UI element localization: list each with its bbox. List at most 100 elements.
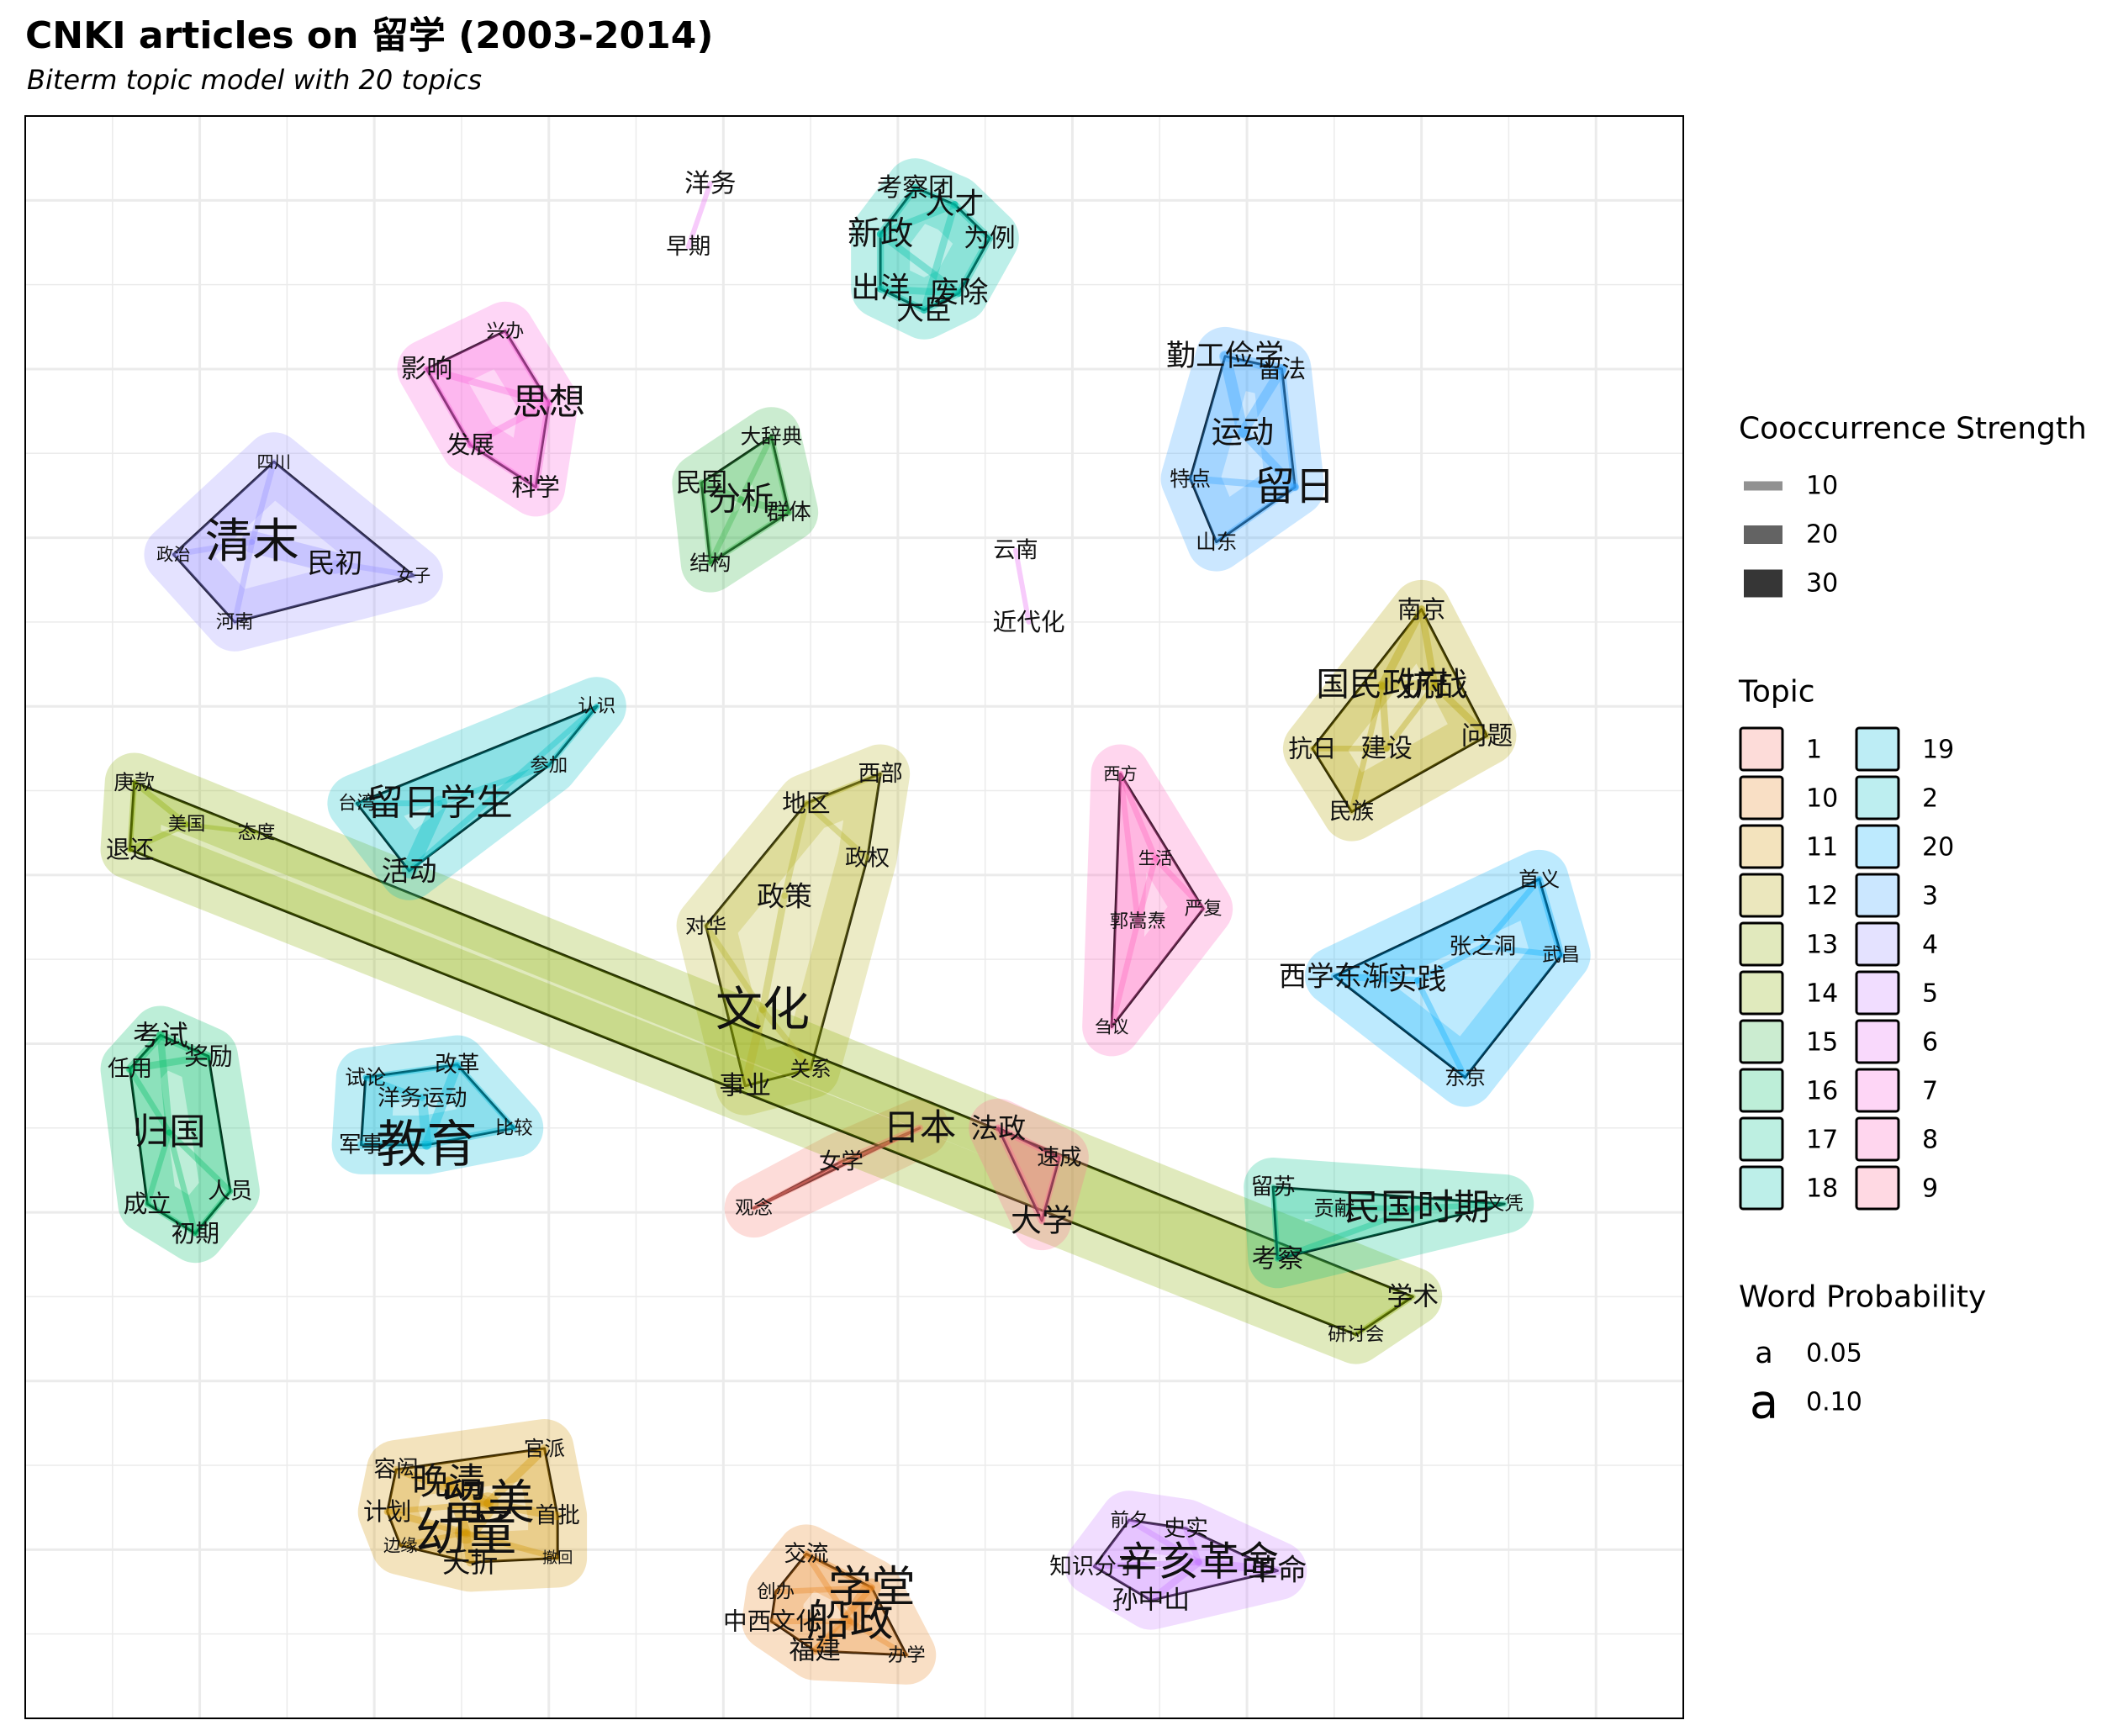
word-label: 抗日 — [1288, 734, 1336, 762]
word-label: 严复 — [1185, 898, 1223, 920]
edge-7-发展-科学 — [467, 441, 539, 490]
topic-hull-15 — [700, 435, 790, 565]
edge-10-船政-福建 — [811, 1617, 854, 1655]
edge-15-分析-民国 — [698, 479, 745, 504]
word-label: 早期 — [666, 234, 710, 260]
edge-10-学堂-创办 — [773, 1585, 875, 1595]
word-label: 发展 — [446, 430, 494, 459]
edge-20-张之洞-首义 — [1479, 876, 1543, 950]
word-label: 首批 — [536, 1503, 580, 1529]
word-label: 船政 — [806, 1596, 894, 1647]
word-label: 文凭 — [1486, 1193, 1524, 1215]
word-label: 民国 — [676, 467, 728, 498]
word-label: 知识分子 — [1049, 1554, 1138, 1580]
word-label: 刍议 — [1095, 1016, 1129, 1037]
word-label: 郭嵩焘 — [1110, 910, 1166, 932]
word-label: 前夕 — [1111, 1509, 1149, 1531]
word-label: 容闳 — [374, 1457, 419, 1483]
topic-hull-3 — [1189, 355, 1297, 544]
edge-13-地区-西部 — [803, 771, 884, 806]
topic-hull-12 — [1311, 608, 1488, 814]
legend-topic-label: 2 — [1922, 784, 1938, 814]
chart-subtitle: Biterm topic model with 20 topics — [27, 64, 483, 96]
legend-topic-label: 12 — [1806, 882, 1838, 911]
word-label: 国民政府 — [1317, 667, 1449, 704]
edge-19-试论-改革 — [362, 1062, 461, 1080]
edge-8-生活-严复 — [1152, 855, 1207, 912]
edge-7-思想-发展 — [467, 398, 552, 449]
topic-hull-pad-20 — [1304, 849, 1591, 1107]
edge-13-文化-对华 — [703, 922, 766, 1013]
word-label: 影响 — [401, 354, 453, 384]
word-label: 边缘 — [383, 1535, 418, 1555]
edge-18-废除-大臣 — [920, 289, 963, 314]
edge-5-辛亥革命-知识分子 — [1091, 1559, 1202, 1570]
edge-14-美国-退还 — [127, 821, 190, 853]
topic-hull-pad-2 — [327, 677, 626, 900]
edge-12-抗战-问题 — [1430, 681, 1491, 740]
legend-topic-swatch — [1855, 824, 1900, 869]
edge-3-特点-留日 — [1186, 475, 1299, 491]
edge-7-思想-影响 — [423, 365, 552, 407]
legend-topic-label: 7 — [1922, 1077, 1938, 1106]
word-label: 民族 — [1329, 799, 1374, 825]
word-label: 洋务 — [684, 168, 737, 198]
edge-12-国民政府-民族 — [1349, 682, 1386, 815]
word-label: 实践 — [1387, 963, 1446, 997]
word-label: 群体 — [767, 499, 811, 525]
legend-topic-swatch — [1855, 775, 1900, 821]
topic-hull-4 — [172, 460, 415, 624]
word-label: 留美 — [441, 1476, 535, 1531]
word-label: 女学 — [819, 1148, 864, 1174]
topic-hull-20 — [1333, 878, 1563, 1079]
legend-topic-label: 8 — [1922, 1126, 1938, 1155]
word-label: 研讨会 — [1328, 1324, 1384, 1346]
topic-hull-pad-5 — [1064, 1491, 1307, 1630]
edge-2-参加-认识 — [546, 703, 600, 768]
topic-hull-pad-10 — [742, 1524, 937, 1685]
topic-hulls — [100, 158, 1591, 1685]
word-label: 科学 — [511, 472, 559, 501]
edge-10-船政-办学 — [847, 1618, 910, 1658]
legend-topic-swatch — [1855, 1116, 1900, 1162]
edge-16-归国-考试 — [156, 1032, 173, 1137]
word-label: 建设 — [1360, 733, 1413, 763]
legend-topic-swatch — [1739, 873, 1784, 918]
edge-3-留法-运动 — [1238, 364, 1287, 437]
legend-topic-swatch — [1739, 1165, 1784, 1211]
edge-18-考察团-人才 — [911, 184, 959, 208]
chart-title: CNKI articles on 留学 (2003-2014) — [25, 14, 714, 57]
word-label: 分析 — [708, 481, 774, 519]
legend-strength-key — [1744, 481, 1782, 491]
edge-7-思想-科学 — [531, 398, 552, 491]
word-label: 观念 — [735, 1197, 773, 1219]
edge-6-洋务-早期 — [685, 181, 713, 250]
word-label: 退还 — [106, 836, 154, 864]
legend-topic-swatch — [1739, 921, 1784, 967]
legend-topic-swatch — [1855, 921, 1900, 967]
edge-7-思想-兴办 — [502, 328, 552, 406]
word-label: 初期 — [172, 1219, 219, 1248]
word-label: 革命 — [1248, 1554, 1307, 1587]
word-label: 撤回 — [542, 1549, 573, 1567]
word-label: 新政 — [848, 215, 913, 253]
word-label: 认识 — [578, 695, 615, 717]
edge-19-改革-比较 — [454, 1062, 517, 1132]
edge-5-辛亥革命-孙中山 — [1147, 1559, 1203, 1604]
edge-1-女学-观念 — [752, 1159, 844, 1211]
topic-hull-pad-15 — [672, 407, 819, 593]
topic-hull-2 — [355, 704, 599, 873]
word-label: 对华 — [685, 914, 726, 938]
word-label: 学堂 — [828, 1563, 916, 1613]
edge-13-文化-事业 — [741, 1005, 768, 1090]
edge-10-学堂-交流 — [802, 1550, 875, 1591]
topic-hull-pad-7 — [397, 301, 578, 517]
legend-prob-glyph: a — [1750, 1375, 1778, 1430]
edge-14-庚款-美国 — [131, 779, 190, 828]
edge-11-晚清-幼童 — [443, 1477, 471, 1538]
legend-topic-swatch — [1739, 1068, 1784, 1113]
word-label: 幼童 — [415, 1503, 516, 1562]
word-label: 文化 — [716, 983, 810, 1037]
legend: Cooccurrence Strength 10 20 30 Topic 1 10 11 12 1… — [24, 115, 2087, 1719]
